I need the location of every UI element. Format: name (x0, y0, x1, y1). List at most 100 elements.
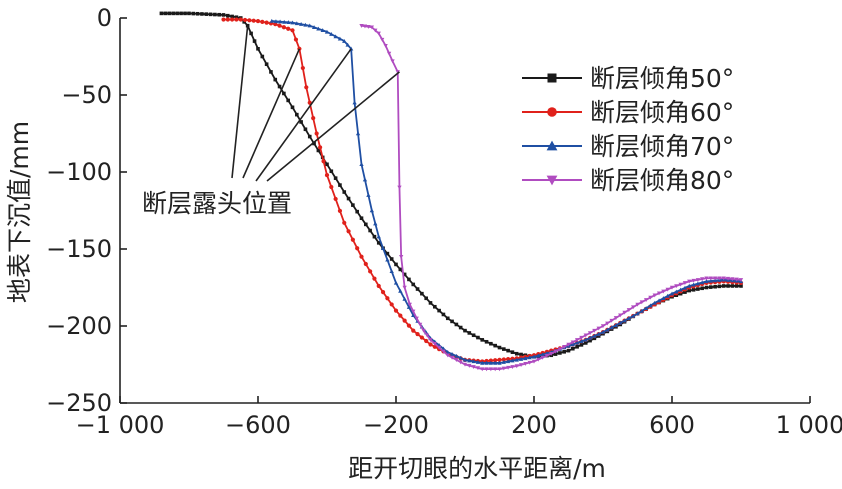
y-axis-title: 地表下沉值/mm (5, 121, 34, 303)
data-point (385, 251, 390, 256)
data-point (421, 328, 426, 333)
data-point (324, 29, 330, 34)
data-point (424, 333, 430, 338)
data-point (730, 277, 735, 282)
data-point (506, 357, 511, 362)
data-point (255, 18, 261, 24)
data-point (488, 358, 493, 363)
data-point (738, 278, 744, 282)
data-point (411, 328, 416, 333)
data-point (547, 73, 557, 83)
data-point (571, 346, 575, 351)
data-point (562, 349, 566, 354)
data-point (298, 22, 304, 26)
data-point (531, 359, 537, 364)
data-point (424, 296, 428, 301)
data-point (609, 318, 614, 323)
data-point (433, 304, 437, 309)
data-point (622, 318, 627, 323)
data-point (488, 360, 494, 365)
data-point (493, 367, 498, 372)
data-point (411, 313, 416, 317)
data-point (329, 32, 334, 36)
data-point (195, 11, 200, 16)
data-point (318, 145, 323, 150)
data-point (510, 365, 515, 369)
data-point (445, 350, 450, 354)
data-point (549, 351, 554, 356)
data-point (373, 221, 378, 226)
data-point (661, 289, 666, 294)
data-point (652, 300, 657, 305)
data-point (350, 237, 355, 242)
data-point (393, 308, 399, 313)
data-point (527, 360, 532, 365)
data-point (311, 116, 316, 121)
legend-entry: 断层倾角80° (522, 166, 734, 195)
x-tick-label: −600 (225, 411, 291, 439)
data-point (385, 257, 390, 262)
y-tick-label: −150 (46, 235, 112, 263)
data-point (488, 367, 494, 372)
legend: 断层倾角50° 断层倾角60° 断层倾角70° 断层倾角80° (522, 64, 734, 195)
data-point (467, 358, 472, 363)
data-point (631, 313, 636, 318)
legend-entry: 断层倾角60° (522, 98, 734, 127)
data-point (489, 341, 493, 346)
data-point (523, 356, 528, 361)
data-point (406, 323, 412, 328)
data-point (333, 196, 338, 202)
data-point (665, 293, 670, 298)
data-point (395, 70, 400, 75)
data-point (635, 302, 640, 307)
data-point (352, 100, 357, 105)
data-point (398, 267, 403, 272)
data-point (337, 36, 343, 41)
data-point (497, 367, 502, 372)
data-point (342, 190, 347, 194)
data-point (273, 19, 279, 24)
data-point (547, 107, 557, 117)
data-point (260, 54, 265, 59)
data-point (342, 220, 347, 225)
data-point (419, 335, 424, 340)
data-point (514, 357, 519, 362)
data-point (471, 359, 476, 364)
data-point (501, 360, 506, 364)
data-point (362, 177, 368, 182)
data-point (286, 20, 291, 25)
data-point (501, 366, 506, 371)
data-point (540, 355, 545, 360)
data-point (200, 12, 204, 16)
data-point (247, 18, 252, 23)
data-point (583, 337, 588, 342)
data-point (712, 276, 718, 281)
data-point (518, 356, 524, 361)
data-point (402, 296, 407, 301)
data-point (579, 335, 584, 340)
data-point (574, 340, 580, 345)
data-point (411, 282, 416, 287)
data-point (245, 23, 250, 28)
data-point (366, 24, 371, 29)
data-point (725, 276, 731, 281)
data-point (717, 284, 722, 289)
data-point (282, 19, 287, 24)
data-point (324, 172, 330, 178)
data-point (281, 25, 286, 30)
data-point (385, 296, 390, 301)
data-point (376, 241, 381, 245)
data-point (159, 11, 164, 16)
data-point (588, 338, 592, 343)
data-point (635, 311, 640, 316)
data-point (717, 276, 722, 281)
data-point (527, 355, 532, 360)
data-point (618, 320, 623, 325)
data-point (329, 184, 334, 190)
data-point (613, 316, 619, 321)
data-point (514, 364, 519, 369)
data-point (518, 363, 524, 368)
legend-label: 断层倾角60° (590, 98, 734, 127)
data-point (700, 277, 705, 282)
data-point (497, 357, 502, 362)
